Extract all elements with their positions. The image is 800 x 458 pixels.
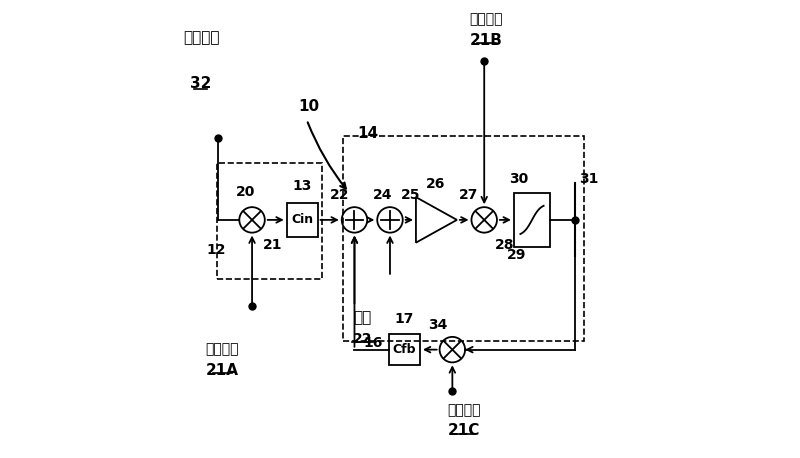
Text: 输入信号: 输入信号 bbox=[184, 30, 220, 45]
Text: 26: 26 bbox=[426, 177, 446, 191]
Text: 22: 22 bbox=[330, 188, 350, 202]
Text: 25: 25 bbox=[401, 188, 420, 202]
Text: 噪声: 噪声 bbox=[354, 310, 372, 325]
Text: Cin: Cin bbox=[291, 213, 313, 226]
Text: 21: 21 bbox=[262, 238, 282, 251]
Text: 12: 12 bbox=[206, 243, 226, 257]
Text: 时钟信号: 时钟信号 bbox=[470, 13, 503, 27]
Text: 21B: 21B bbox=[470, 33, 503, 48]
Text: 21A: 21A bbox=[206, 363, 239, 377]
Text: 27: 27 bbox=[458, 188, 478, 202]
Text: 32: 32 bbox=[190, 76, 211, 91]
Text: Cfb: Cfb bbox=[393, 343, 416, 356]
Text: 16: 16 bbox=[363, 336, 383, 350]
Text: 30: 30 bbox=[510, 173, 529, 186]
Text: 14: 14 bbox=[358, 126, 378, 141]
Text: 20: 20 bbox=[236, 185, 255, 199]
Text: 31: 31 bbox=[579, 173, 598, 186]
Text: 17: 17 bbox=[395, 312, 414, 326]
Text: 22: 22 bbox=[353, 332, 373, 346]
Text: 21C: 21C bbox=[447, 423, 480, 438]
Text: 24: 24 bbox=[373, 188, 392, 202]
Text: 28: 28 bbox=[494, 238, 514, 251]
Text: 13: 13 bbox=[293, 179, 312, 193]
Text: 时钟信号: 时钟信号 bbox=[447, 403, 481, 417]
Text: 34: 34 bbox=[428, 318, 447, 332]
Text: 时钟信号: 时钟信号 bbox=[206, 343, 239, 357]
Text: 29: 29 bbox=[507, 248, 526, 262]
Text: 10: 10 bbox=[298, 98, 319, 114]
